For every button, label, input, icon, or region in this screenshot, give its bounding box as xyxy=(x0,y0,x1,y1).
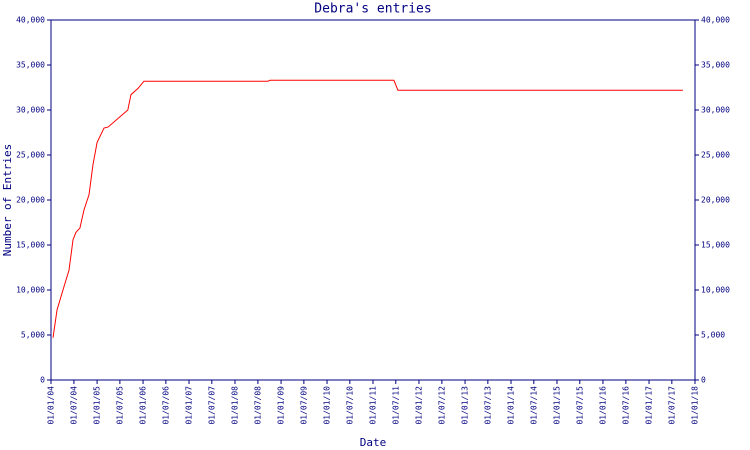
chart-title: Debra's entries xyxy=(314,2,431,17)
x-tick-label: 01/01/05 xyxy=(93,386,102,425)
y-tick-label: 5,000 xyxy=(21,331,45,340)
x-tick-label: 01/07/08 xyxy=(253,386,262,425)
x-tick-label: 01/07/04 xyxy=(69,386,78,425)
y-tick-label: 20,000 xyxy=(16,196,45,205)
y2-tick-label: 5,000 xyxy=(701,331,725,340)
x-tick-label: 01/07/10 xyxy=(345,386,354,425)
x-tick-label: 01/01/11 xyxy=(369,386,378,425)
x-tick-label: 01/07/14 xyxy=(529,386,538,425)
x-tick-label: 01/07/06 xyxy=(161,386,170,425)
plot-frame xyxy=(50,19,696,381)
x-tick-label: 01/07/07 xyxy=(207,386,216,425)
y2-tick-label: 25,000 xyxy=(701,151,730,160)
y-tick-label: 25,000 xyxy=(16,151,45,160)
y2-tick-label: 35,000 xyxy=(701,61,730,70)
y-axis-label: Number of Entries xyxy=(1,144,14,257)
x-tick-label: 01/01/15 xyxy=(552,386,561,425)
x-tick-label: 01/01/16 xyxy=(598,386,607,425)
x-tick-label: 01/07/05 xyxy=(115,386,124,425)
x-tick-label: 01/01/07 xyxy=(185,386,194,425)
x-tick-label: 01/01/04 xyxy=(47,386,56,425)
y-tick-label: 35,000 xyxy=(16,61,45,70)
y2-tick-label: 30,000 xyxy=(701,106,730,115)
x-tick-label: 01/01/18 xyxy=(691,386,700,425)
y-tick-label: 10,000 xyxy=(16,286,45,295)
x-tick-label: 01/01/08 xyxy=(230,386,239,425)
x-tick-label: 01/01/14 xyxy=(507,386,516,425)
x-tick-label: 01/01/13 xyxy=(461,386,470,425)
y-tick-label: 40,000 xyxy=(16,16,45,25)
x-tick-label: 01/07/11 xyxy=(391,386,400,425)
x-tick-label: 01/01/06 xyxy=(139,386,148,425)
y2-tick-label: 0 xyxy=(701,376,706,385)
y-tick-label: 0 xyxy=(40,376,45,385)
y2-tick-label: 10,000 xyxy=(701,286,730,295)
x-tick-label: 01/07/15 xyxy=(575,386,584,425)
x-tick-label: 01/07/13 xyxy=(483,386,492,425)
data-line xyxy=(52,79,683,338)
x-tick-label: 01/01/09 xyxy=(277,386,286,425)
x-axis-label: Date xyxy=(360,436,387,449)
x-tick-label: 01/07/09 xyxy=(299,386,308,425)
x-tick-label: 01/01/10 xyxy=(323,386,332,425)
x-tick-label: 01/07/17 xyxy=(667,386,676,425)
y-tick-label: 30,000 xyxy=(16,106,45,115)
x-tick-label: 01/07/12 xyxy=(437,386,446,425)
y2-tick-label: 40,000 xyxy=(701,16,730,25)
x-tick-label: 01/01/12 xyxy=(414,386,423,425)
y-tick-label: 15,000 xyxy=(16,241,45,250)
x-tick-label: 01/01/17 xyxy=(645,386,654,425)
y2-tick-label: 20,000 xyxy=(701,196,730,205)
y2-tick-label: 15,000 xyxy=(701,241,730,250)
x-tick-label: 01/07/16 xyxy=(621,386,630,425)
